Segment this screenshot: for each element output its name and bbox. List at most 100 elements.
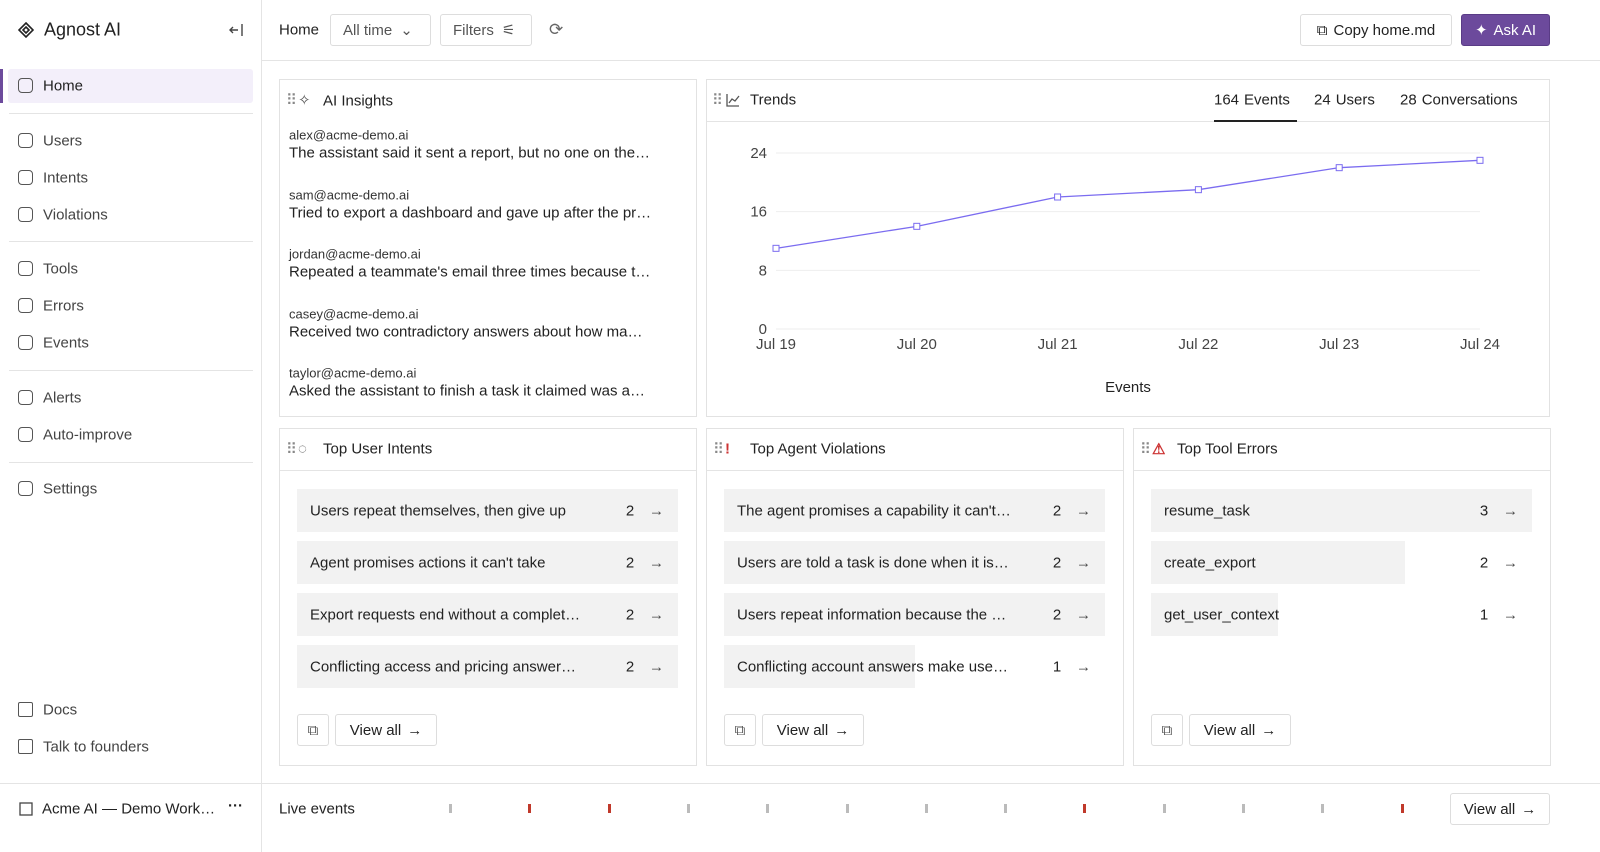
- list-row[interactable]: Conflicting access and pricing answer… 2 →: [297, 645, 678, 688]
- divider: [9, 462, 253, 463]
- list-row[interactable]: resume_task 3 →: [1151, 489, 1532, 532]
- insight-text[interactable]: Asked the assistant to finish a task it …: [289, 382, 645, 400]
- panel-title: Top Tool Errors: [1177, 440, 1278, 458]
- trend-tab[interactable]: 164 Events: [1214, 92, 1290, 109]
- drag-handle[interactable]: ⠿: [713, 441, 724, 458]
- copy-button[interactable]: ⧉: [1151, 714, 1183, 746]
- point: [1194, 186, 1202, 194]
- row-label: get_user_context: [1164, 606, 1280, 624]
- list-row[interactable]: Conflicting account answers make use… 1 →: [724, 645, 1105, 688]
- row-label: Agent promises actions it can't take: [310, 554, 546, 572]
- nav-icon: [18, 170, 33, 185]
- panel-icon: !: [725, 440, 730, 458]
- range-select[interactable]: All time ⌄: [330, 14, 431, 46]
- list-row[interactable]: The agent promises a capability it can't…: [724, 489, 1105, 532]
- insight-user: jordan@acme-demo.ai: [289, 246, 421, 262]
- drag-handle[interactable]: ⠿: [1140, 441, 1151, 458]
- nav-active-bar: [0, 69, 3, 103]
- trend-tab[interactable]: 28 Conversations: [1400, 92, 1518, 109]
- tab-underline: [1214, 120, 1297, 122]
- arrow: →: [407, 721, 423, 739]
- point: [1335, 164, 1343, 172]
- live-view-all[interactable]: View all →: [1450, 793, 1550, 825]
- nav-item[interactable]: Auto-improve: [43, 426, 133, 444]
- row-label: Conflicting account answers make use…: [737, 658, 1008, 676]
- nav-item[interactable]: Home: [43, 77, 84, 95]
- insight-user: sam@acme-demo.ai: [289, 187, 410, 202]
- nav-icon: [18, 335, 33, 350]
- divider: [9, 113, 253, 114]
- view-all-label: View all: [776, 721, 829, 739]
- row-count: 1: [1052, 658, 1062, 676]
- live-event-tick: [528, 804, 532, 813]
- insight-text[interactable]: Repeated a teammate's email three times …: [289, 263, 651, 281]
- insight-text[interactable]: Received two contradictory answers about…: [289, 323, 643, 340]
- workspace[interactable]: Acme AI — Demo Work…: [42, 800, 216, 818]
- collapse-sidebar[interactable]: [228, 22, 244, 38]
- view-all-label: View all: [349, 721, 402, 739]
- workspace-menu[interactable]: ···: [228, 797, 243, 815]
- list-row[interactable]: Users are told a task is done when it is…: [724, 541, 1105, 584]
- row-label: create_export: [1164, 554, 1256, 572]
- live-event-tick: [1242, 804, 1245, 813]
- live-event-tick: [1400, 804, 1404, 813]
- x-tick-label: Jul 23: [1319, 336, 1359, 353]
- panel-title: Top Agent Violations: [750, 440, 886, 458]
- count-bar: [1151, 489, 1532, 532]
- list-row[interactable]: Export requests end without a complet… 2 →: [297, 593, 678, 636]
- nav-icon: [18, 133, 33, 148]
- divider: [0, 783, 261, 784]
- row-arrow: →: [1076, 502, 1091, 520]
- copy-button[interactable]: ⧉ Copy home.md: [1300, 14, 1452, 46]
- list-row[interactable]: Users repeat themselves, then give up 2 →: [297, 489, 678, 532]
- list-row[interactable]: Users repeat information because the … 2 →: [724, 593, 1105, 636]
- nav-item[interactable]: Errors: [43, 297, 84, 315]
- nav-item[interactable]: Intents: [43, 169, 89, 187]
- copy-label: Copy home.md: [1333, 21, 1436, 39]
- nav-link[interactable]: Docs: [43, 701, 78, 719]
- copy-button[interactable]: ⧉: [297, 714, 329, 746]
- nav-item[interactable]: Tools: [43, 260, 79, 278]
- drag-handle[interactable]: ⠿: [286, 441, 297, 458]
- count-bar: [297, 593, 678, 636]
- panel-icon: ⚠: [1152, 441, 1166, 458]
- trend-tab[interactable]: 24 Users: [1314, 92, 1375, 109]
- logo: [18, 22, 34, 38]
- ask-ai-button[interactable]: ✦ Ask AI: [1461, 14, 1550, 46]
- nav-link[interactable]: Talk to founders: [43, 738, 149, 756]
- row-label: resume_task: [1164, 502, 1250, 520]
- nav-icon: [18, 390, 33, 405]
- drag-handle[interactable]: ⠿: [712, 92, 723, 109]
- divider: [707, 470, 1123, 471]
- divider: [9, 370, 253, 371]
- view-all-button[interactable]: View all →: [335, 714, 437, 746]
- nav-item[interactable]: Settings: [43, 480, 98, 498]
- insights-title: AI Insights: [323, 92, 394, 110]
- nav-item[interactable]: Alerts: [43, 389, 82, 407]
- insight-text[interactable]: Tried to export a dashboard and gave up …: [289, 204, 652, 221]
- insight-text[interactable]: The assistant said it sent a report, but…: [289, 144, 651, 162]
- live-event-tick: [1162, 804, 1166, 813]
- count-bar: [1151, 541, 1405, 584]
- tab-count: 164: [1214, 91, 1240, 109]
- live-bar: [262, 783, 1600, 836]
- list-row[interactable]: Agent promises actions it can't take 2 →: [297, 541, 678, 584]
- count-bar: [297, 541, 678, 584]
- nav-item[interactable]: Users: [43, 132, 83, 150]
- list-row[interactable]: create_export 2 →: [1151, 541, 1532, 584]
- view-all-button[interactable]: View all →: [1189, 714, 1291, 746]
- nav-item[interactable]: Events: [43, 334, 89, 352]
- view-all-button[interactable]: View all →: [762, 714, 864, 746]
- row-count: 2: [625, 658, 635, 676]
- refresh[interactable]: ⟳: [549, 20, 564, 39]
- nav-icon: [18, 261, 33, 276]
- divider: [1134, 470, 1550, 471]
- list-row[interactable]: get_user_context 1 →: [1151, 593, 1532, 636]
- copy-button[interactable]: ⧉: [724, 714, 756, 746]
- filters-button[interactable]: Filters ⚟: [440, 14, 532, 46]
- live-event-tick: [607, 804, 611, 813]
- row-arrow: →: [649, 554, 664, 572]
- nav-item[interactable]: Violations: [43, 206, 108, 224]
- range-label: All time: [343, 21, 393, 39]
- drag-handle[interactable]: ⠿: [286, 92, 297, 109]
